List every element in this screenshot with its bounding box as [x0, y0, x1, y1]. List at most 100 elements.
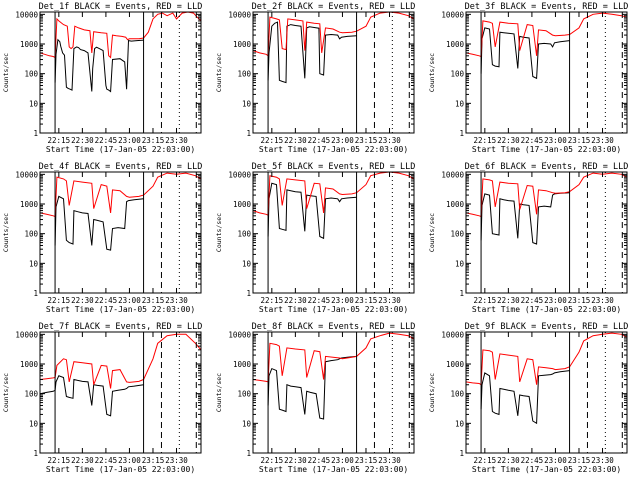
axes-frame [252, 331, 415, 454]
panel-title: Det_7f BLACK = Events, RED = LLD [39, 322, 203, 332]
x-tick-label: 22:15 [48, 456, 71, 465]
lld-series-line [40, 12, 201, 59]
x-axis-label: Start Time (17-Jan-05 22:03:00) [472, 465, 621, 474]
x-tick-label: 23:00 [118, 296, 141, 305]
y-tick-label: 1000 [20, 200, 39, 209]
lld-series-line [253, 12, 414, 57]
x-axis-label: Start Time (17-Jan-05 22:03:00) [472, 145, 621, 154]
axes-frame [465, 331, 628, 454]
events-series-line [480, 27, 570, 80]
y-tick-label: 1 [33, 289, 38, 298]
axes-frame [39, 171, 202, 294]
y-tick-label: 1000 [446, 40, 465, 49]
events-series-line [54, 195, 144, 251]
y-tick-label: 100 [237, 390, 251, 399]
y-tick-label: 100 [450, 70, 464, 79]
detector-panel-2: Det_2f BLACK = Events, RED = LLD 1 10 100 10… [215, 2, 415, 154]
x-tick-label: 22:30 [284, 296, 307, 305]
panel-title: Det_1f BLACK = Events, RED = LLD [39, 2, 203, 12]
x-tick-label: 22:45 [95, 456, 118, 465]
axes-frame [39, 331, 202, 454]
x-tick-label: 23:00 [331, 456, 354, 465]
x-axis-label: Start Time (17-Jan-05 22:03:00) [259, 465, 408, 474]
lld-series-line [40, 172, 201, 218]
y-tick-label: 10 [29, 419, 39, 428]
y-tick-label: 10 [455, 99, 465, 108]
y-axis-label: Counts/sec [215, 53, 223, 92]
events-series-line [54, 38, 144, 93]
x-tick-label: 22:15 [474, 456, 497, 465]
y-tick-label: 10 [455, 419, 465, 428]
x-tick-label: 22:15 [474, 296, 497, 305]
y-tick-label: 10000 [441, 330, 464, 339]
x-tick-label: 22:45 [308, 136, 331, 145]
lld-series-line [466, 12, 627, 58]
y-axis-label: Counts/sec [215, 373, 223, 412]
y-tick-label: 1000 [20, 360, 39, 369]
panel-title: Det_2f BLACK = Events, RED = LLD [252, 2, 416, 12]
x-tick-label: 22:45 [308, 296, 331, 305]
y-tick-label: 1 [459, 289, 464, 298]
y-tick-label: 1000 [20, 40, 39, 49]
y-tick-label: 10 [242, 419, 252, 428]
detector-panel-8: Det_8f BLACK = Events, RED = LLD 1 10 100 10… [215, 322, 415, 474]
x-tick-label: 23:15 [142, 296, 165, 305]
panel-title: Det_6f BLACK = Events, RED = LLD [465, 162, 629, 172]
events-series-line [480, 370, 570, 425]
x-axis-label: Start Time (17-Jan-05 22:03:00) [259, 305, 408, 314]
y-axis-label: Counts/sec [428, 373, 436, 412]
detector-panel-3: Det_3f BLACK = Events, RED = LLD 1 10 100 10… [428, 2, 628, 154]
y-tick-label: 10000 [15, 330, 38, 339]
x-tick-label: 22:45 [308, 456, 331, 465]
x-tick-label: 22:15 [261, 136, 284, 145]
x-tick-label: 22:15 [474, 136, 497, 145]
x-tick-label: 22:30 [497, 296, 520, 305]
y-tick-label: 1 [33, 129, 38, 138]
y-tick-label: 100 [450, 230, 464, 239]
x-tick-label: 22:45 [521, 296, 544, 305]
x-tick-label: 23:00 [118, 456, 141, 465]
y-tick-label: 1 [459, 129, 464, 138]
x-tick-label: 22:45 [95, 136, 118, 145]
y-axis-label: Counts/sec [215, 213, 223, 252]
x-tick-label: 23:00 [544, 456, 567, 465]
y-tick-label: 10 [29, 259, 39, 268]
detector-panel-1: Det_1f BLACK = Events, RED = LLD 1 10 100 10… [2, 2, 202, 154]
axes-frame [252, 11, 415, 134]
y-tick-label: 100 [237, 230, 251, 239]
x-tick-label: 22:30 [71, 136, 94, 145]
x-tick-label: 23:15 [568, 296, 591, 305]
x-tick-label: 23:30 [591, 456, 614, 465]
x-tick-label: 23:15 [355, 136, 378, 145]
x-axis-label: Start Time (17-Jan-05 22:03:00) [46, 465, 195, 474]
detector-panel-7: Det_7f BLACK = Events, RED = LLD 1 10 100 10… [2, 322, 202, 474]
y-tick-label: 1 [246, 129, 251, 138]
x-tick-label: 23:30 [378, 136, 401, 145]
panel-title: Det_3f BLACK = Events, RED = LLD [465, 2, 629, 12]
y-tick-label: 1 [246, 289, 251, 298]
x-tick-label: 23:00 [331, 296, 354, 305]
detector-panel-9: Det_9f BLACK = Events, RED = LLD 1 10 100 10… [428, 322, 628, 474]
y-tick-label: 1000 [233, 360, 252, 369]
axes-frame [39, 11, 202, 134]
y-tick-label: 10000 [15, 10, 38, 19]
x-tick-label: 23:30 [591, 296, 614, 305]
x-axis-label: Start Time (17-Jan-05 22:03:00) [46, 305, 195, 314]
x-tick-label: 22:30 [71, 456, 94, 465]
y-tick-label: 1000 [233, 40, 252, 49]
x-axis-label: Start Time (17-Jan-05 22:03:00) [46, 145, 195, 154]
x-tick-label: 23:15 [355, 456, 378, 465]
panel-title: Det_5f BLACK = Events, RED = LLD [252, 162, 416, 172]
x-tick-label: 22:15 [48, 296, 71, 305]
x-tick-label: 23:30 [165, 136, 188, 145]
x-tick-label: 22:45 [521, 456, 544, 465]
y-axis-label: Counts/sec [428, 213, 436, 252]
y-tick-label: 1000 [233, 200, 252, 209]
x-tick-label: 23:30 [378, 296, 401, 305]
y-tick-label: 10000 [228, 10, 251, 19]
events-series-line [480, 192, 570, 245]
y-axis-label: Counts/sec [2, 53, 10, 92]
y-tick-label: 10000 [441, 170, 464, 179]
y-axis-label: Counts/sec [428, 53, 436, 92]
